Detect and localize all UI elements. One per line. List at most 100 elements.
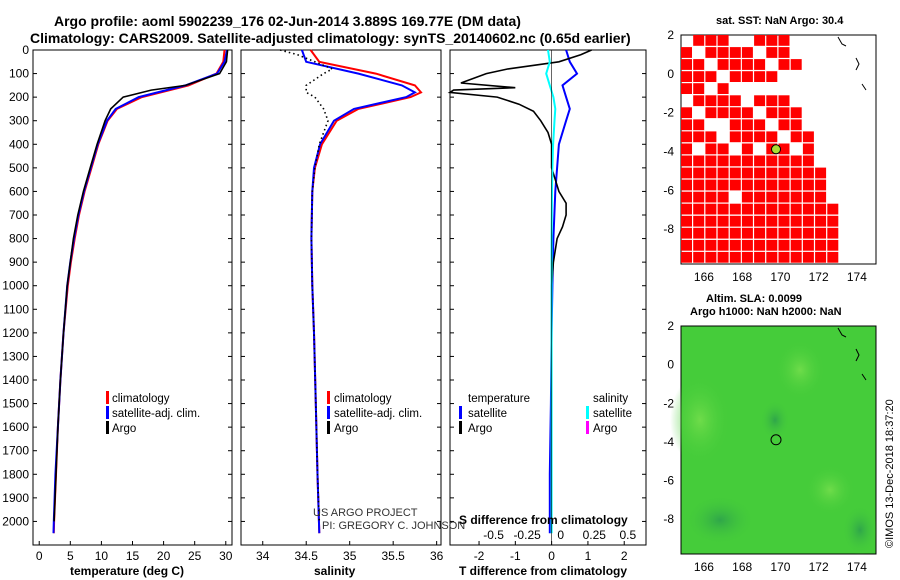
depth-tick-label: 400 xyxy=(9,137,29,151)
sst-cell xyxy=(790,251,802,263)
x-tick-label: -1 xyxy=(510,549,521,563)
depth-tick-label: 1500 xyxy=(2,397,29,411)
sst-cell xyxy=(790,179,802,191)
sst-cell xyxy=(754,35,766,46)
sst-cell xyxy=(827,227,839,239)
sst-cell xyxy=(705,107,717,119)
sst-cell xyxy=(729,251,741,263)
sst-cell xyxy=(717,107,729,119)
sst-cell xyxy=(766,155,778,167)
sst-cell xyxy=(754,203,766,215)
depth-tick-label: 1600 xyxy=(2,420,29,434)
sla-map-title-2: Argo h1000: NaN h2000: NaN xyxy=(690,306,842,318)
series-line-satellite-adj-clim- xyxy=(300,49,418,534)
map-y-tick-label: 0 xyxy=(667,358,674,372)
sst-cell xyxy=(790,107,802,119)
sst-cell xyxy=(754,227,766,239)
sst-cell xyxy=(815,191,827,203)
sst-cell xyxy=(717,179,729,191)
sst-cell xyxy=(754,59,766,70)
sst-cell xyxy=(705,131,717,143)
sst-cell xyxy=(717,155,729,167)
legend-argo: Argo xyxy=(334,423,358,435)
sst-cell xyxy=(790,203,802,215)
sst-cell xyxy=(778,59,790,70)
map-x-tick-label: 168 xyxy=(732,560,752,574)
sst-cell xyxy=(693,131,705,143)
sst-cell xyxy=(681,107,692,119)
sst-cell xyxy=(681,191,692,203)
sst-coastline xyxy=(837,36,867,91)
sla-argo-marker xyxy=(770,434,782,446)
sst-cell xyxy=(790,59,802,70)
x-top-tick-label: -0.25 xyxy=(513,528,541,542)
sst-cell xyxy=(693,191,705,203)
legend-climatology: climatology xyxy=(334,393,392,405)
map-y-tick-label: 0 xyxy=(667,67,674,81)
sst-cell xyxy=(778,239,790,251)
legend-swatch-argo xyxy=(106,421,109,434)
sst-cell xyxy=(766,215,778,227)
sst-cell xyxy=(693,167,705,179)
sst-cell xyxy=(693,215,705,227)
sst-cell xyxy=(790,191,802,203)
sst-cell xyxy=(802,215,814,227)
sst-cell xyxy=(681,179,692,191)
sst-cell xyxy=(815,167,827,179)
sst-cell xyxy=(729,107,741,119)
sla-anomaly xyxy=(775,340,825,400)
legend-salinity-satellite: satellite xyxy=(593,408,632,420)
sst-cell xyxy=(717,215,729,227)
sst-cell xyxy=(815,179,827,191)
x-tick-label: -2 xyxy=(474,549,485,563)
sst-cell xyxy=(766,167,778,179)
sst-cell xyxy=(766,227,778,239)
sla-anomaly xyxy=(670,375,730,465)
legend-swatch-climatology xyxy=(106,391,109,404)
sst-cell xyxy=(741,59,753,70)
x-tick-label: 34 xyxy=(256,549,270,563)
sst-cell xyxy=(766,179,778,191)
sst-cell xyxy=(754,167,766,179)
legend-salinity-argo: Argo xyxy=(593,423,617,435)
sst-cell xyxy=(705,155,717,167)
sst-cell xyxy=(778,95,790,107)
sst-cell xyxy=(729,119,741,131)
sst-cell xyxy=(681,251,692,263)
series-line-argo xyxy=(279,49,335,522)
x-tick-label: 25 xyxy=(188,549,202,563)
sst-cell xyxy=(717,59,729,70)
map-y-tick-label: -2 xyxy=(663,396,674,410)
sst-cell xyxy=(705,167,717,179)
depth-tick-label: 600 xyxy=(9,184,29,198)
legend-swatch-sat-salinity xyxy=(586,406,589,419)
sst-cell xyxy=(717,35,729,46)
difference-panel-frame xyxy=(449,49,647,546)
sst-cell xyxy=(766,191,778,203)
sst-cell xyxy=(754,239,766,251)
sst-cell xyxy=(681,227,692,239)
sst-cell xyxy=(827,215,839,227)
sst-map xyxy=(680,34,877,265)
sst-cell xyxy=(693,155,705,167)
sst-cell xyxy=(741,131,753,143)
legend-argo: Argo xyxy=(112,423,136,435)
sst-cell xyxy=(729,71,741,82)
x-top-tick-label: 0.25 xyxy=(583,528,607,542)
sst-cell xyxy=(717,95,729,107)
sst-cell xyxy=(717,203,729,215)
coastline-segment xyxy=(837,327,867,381)
sst-cell xyxy=(778,251,790,263)
map-y-tick-label: 2 xyxy=(667,319,674,333)
legend-satellite: satellite-adj. clim. xyxy=(112,408,200,420)
sst-cell xyxy=(802,143,814,155)
sst-cell xyxy=(693,179,705,191)
sst-cell xyxy=(766,203,778,215)
sst-cell xyxy=(717,143,729,155)
sst-cell xyxy=(741,71,753,82)
sst-cell xyxy=(790,215,802,227)
sst-cell xyxy=(693,83,705,94)
sst-cell xyxy=(681,59,692,70)
sst-cell xyxy=(802,179,814,191)
sst-cell xyxy=(741,167,753,179)
